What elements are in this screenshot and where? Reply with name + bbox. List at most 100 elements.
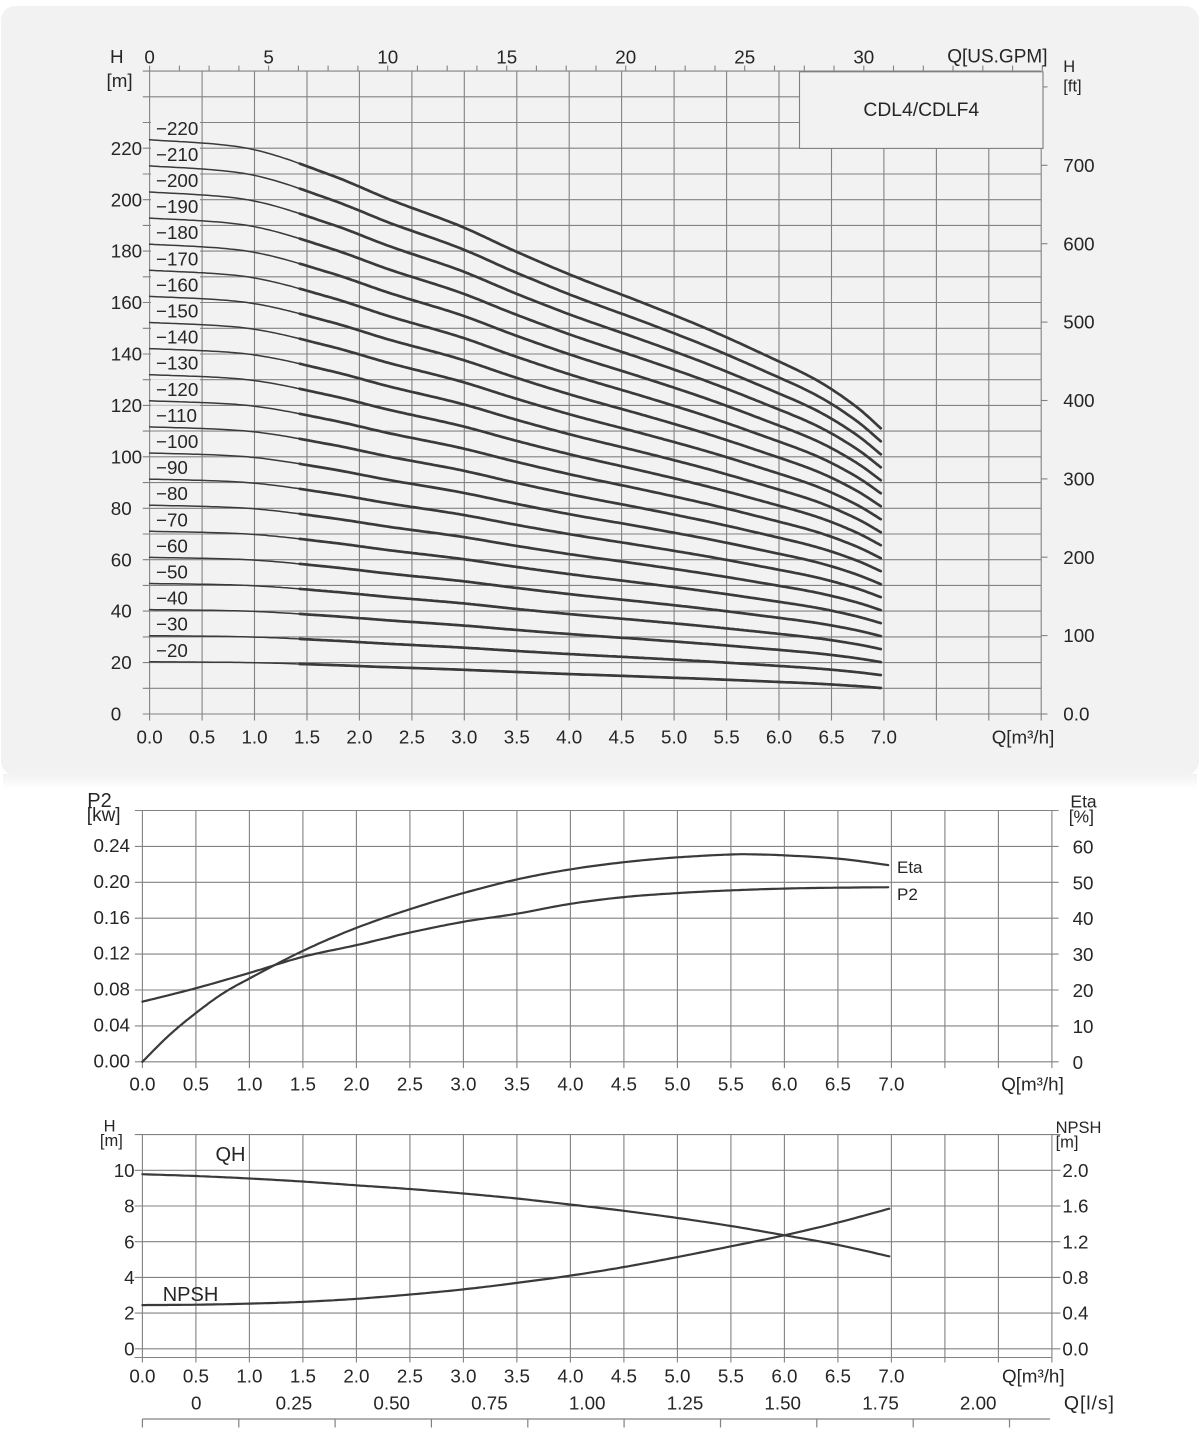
svg-text:4.0: 4.0 <box>557 1365 583 1386</box>
svg-text:[ft]: [ft] <box>1063 78 1081 96</box>
svg-text:6.0: 6.0 <box>766 727 792 748</box>
svg-text:−90: −90 <box>156 457 188 478</box>
svg-text:6.5: 6.5 <box>825 1074 851 1095</box>
svg-text:1.5: 1.5 <box>290 1074 316 1095</box>
svg-text:4.0: 4.0 <box>557 1074 583 1095</box>
svg-text:1.75: 1.75 <box>862 1393 899 1414</box>
svg-text:1.25: 1.25 <box>667 1393 704 1414</box>
svg-text:0.00: 0.00 <box>93 1050 130 1071</box>
svg-text:5.5: 5.5 <box>714 727 740 748</box>
svg-text:−130: −130 <box>156 353 198 374</box>
svg-text:3.5: 3.5 <box>504 1074 530 1095</box>
svg-text:0.0: 0.0 <box>129 1365 155 1386</box>
svg-text:−170: −170 <box>156 248 198 269</box>
svg-text:H: H <box>104 1118 116 1136</box>
svg-text:−180: −180 <box>156 222 198 243</box>
svg-text:Q[US.GPM]: Q[US.GPM] <box>947 47 1047 68</box>
svg-text:7.0: 7.0 <box>878 1074 904 1095</box>
svg-text:−160: −160 <box>156 274 198 295</box>
svg-text:CDL4/CDLF4: CDL4/CDLF4 <box>863 100 979 121</box>
svg-text:50: 50 <box>1073 872 1094 893</box>
svg-text:1.50: 1.50 <box>764 1393 801 1414</box>
svg-text:3.0: 3.0 <box>450 1074 476 1095</box>
svg-text:1.00: 1.00 <box>569 1393 606 1414</box>
svg-text:60: 60 <box>111 549 132 570</box>
svg-text:0.24: 0.24 <box>93 835 130 856</box>
svg-text:0: 0 <box>124 1338 134 1359</box>
svg-text:Q[l/s]: Q[l/s] <box>1064 1393 1115 1415</box>
svg-text:−140: −140 <box>156 327 198 348</box>
svg-text:6.5: 6.5 <box>825 1365 851 1386</box>
svg-text:4.5: 4.5 <box>609 727 635 748</box>
svg-text:0.12: 0.12 <box>93 943 130 964</box>
svg-text:0.0: 0.0 <box>1062 1338 1088 1359</box>
svg-text:0.5: 0.5 <box>189 727 215 748</box>
svg-text:500: 500 <box>1063 312 1094 333</box>
svg-text:0.0: 0.0 <box>137 727 163 748</box>
svg-text:Eta: Eta <box>1070 792 1097 812</box>
svg-text:200: 200 <box>1063 547 1094 568</box>
svg-text:0.75: 0.75 <box>471 1393 508 1414</box>
svg-text:QH: QH <box>216 1144 246 1166</box>
svg-text:7.0: 7.0 <box>871 727 897 748</box>
svg-text:40: 40 <box>1073 908 1094 929</box>
svg-text:4.5: 4.5 <box>611 1074 637 1095</box>
svg-text:40: 40 <box>111 601 132 622</box>
svg-text:0.04: 0.04 <box>93 1015 130 1036</box>
svg-text:NPSH: NPSH <box>1056 1119 1102 1137</box>
svg-text:0.16: 0.16 <box>93 907 130 928</box>
svg-text:180: 180 <box>111 241 142 262</box>
svg-text:Q[m³/h]: Q[m³/h] <box>992 727 1055 748</box>
svg-text:−190: −190 <box>156 196 198 217</box>
svg-text:−70: −70 <box>156 509 188 530</box>
svg-text:−20: −20 <box>156 640 188 661</box>
svg-text:[%]: [%] <box>1069 807 1094 827</box>
svg-text:−40: −40 <box>156 588 188 609</box>
svg-text:1.2: 1.2 <box>1062 1231 1088 1252</box>
svg-text:−60: −60 <box>156 535 188 556</box>
svg-text:80: 80 <box>111 498 132 519</box>
svg-text:2.00: 2.00 <box>960 1393 997 1414</box>
svg-text:P2: P2 <box>897 885 918 904</box>
svg-text:2.0: 2.0 <box>343 1074 369 1095</box>
svg-text:2.0: 2.0 <box>346 727 372 748</box>
svg-text:6: 6 <box>124 1231 134 1252</box>
svg-text:−30: −30 <box>156 614 188 635</box>
svg-text:0.50: 0.50 <box>373 1393 410 1414</box>
svg-text:0: 0 <box>1073 1052 1083 1073</box>
svg-text:5.5: 5.5 <box>718 1365 744 1386</box>
svg-text:2.5: 2.5 <box>399 727 425 748</box>
svg-text:2.5: 2.5 <box>397 1365 423 1386</box>
svg-text:0.0: 0.0 <box>1063 704 1089 725</box>
svg-text:0.20: 0.20 <box>93 871 130 892</box>
svg-text:Q[m³/h]: Q[m³/h] <box>1001 1074 1064 1095</box>
svg-text:100: 100 <box>111 446 142 467</box>
svg-text:−110: −110 <box>156 405 197 426</box>
svg-text:1.5: 1.5 <box>290 1365 316 1386</box>
svg-text:30: 30 <box>1073 944 1094 965</box>
svg-text:0.25: 0.25 <box>276 1393 313 1414</box>
svg-text:4.5: 4.5 <box>611 1365 637 1386</box>
svg-text:4: 4 <box>124 1267 134 1288</box>
svg-text:100: 100 <box>1063 625 1094 646</box>
svg-text:700: 700 <box>1063 155 1094 176</box>
svg-text:[m]: [m] <box>1056 1134 1079 1152</box>
svg-text:0.08: 0.08 <box>93 979 130 1000</box>
svg-text:6.0: 6.0 <box>771 1365 797 1386</box>
svg-text:4.0: 4.0 <box>556 727 582 748</box>
svg-text:0.8: 0.8 <box>1062 1267 1088 1288</box>
svg-text:5.5: 5.5 <box>718 1074 744 1095</box>
svg-text:7.0: 7.0 <box>878 1365 904 1386</box>
svg-text:6.5: 6.5 <box>818 727 844 748</box>
svg-text:220: 220 <box>111 138 142 159</box>
svg-text:3.0: 3.0 <box>451 727 477 748</box>
svg-text:140: 140 <box>111 344 142 365</box>
svg-text:400: 400 <box>1063 390 1094 411</box>
svg-text:5.0: 5.0 <box>664 1074 690 1095</box>
svg-text:5.0: 5.0 <box>661 727 687 748</box>
svg-text:2.0: 2.0 <box>343 1365 369 1386</box>
svg-text:5: 5 <box>263 47 273 68</box>
svg-text:0.4: 0.4 <box>1062 1303 1088 1324</box>
svg-text:15: 15 <box>496 47 517 68</box>
svg-text:600: 600 <box>1063 233 1094 254</box>
